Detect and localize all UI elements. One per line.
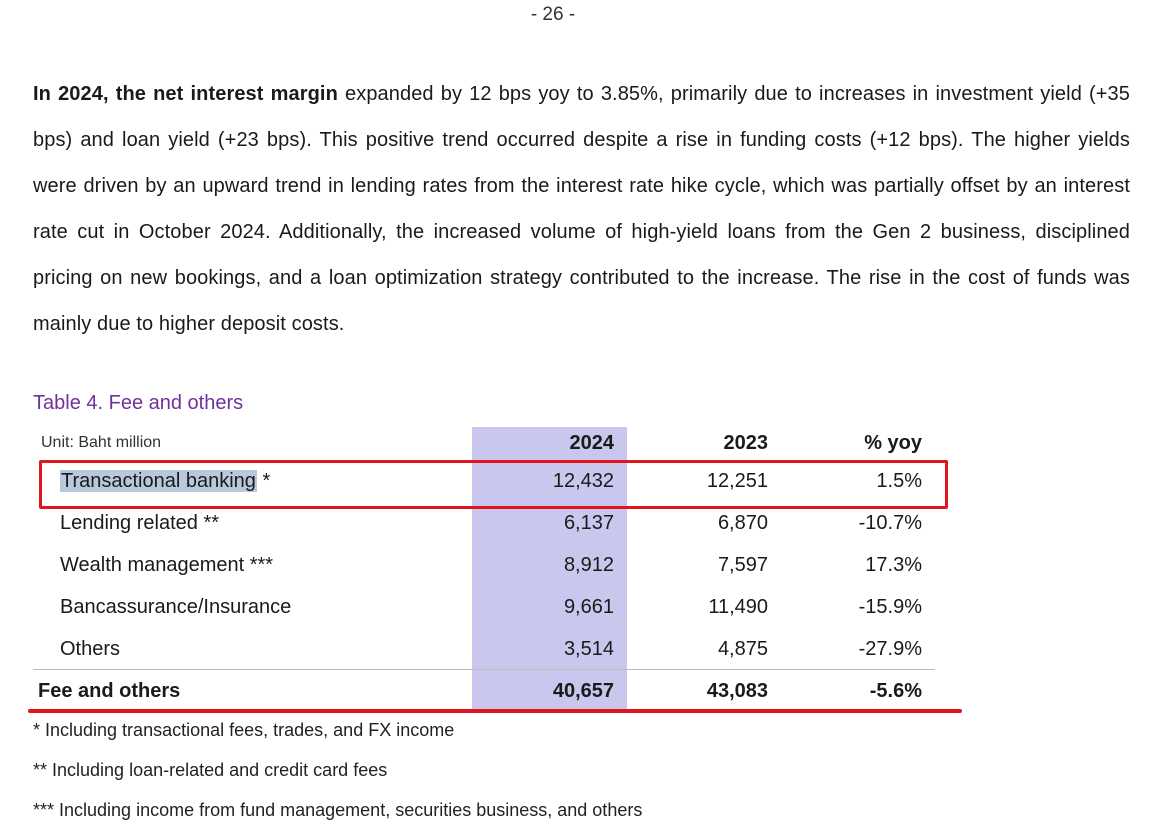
- row-value-2024: 9,661: [563, 596, 614, 618]
- row-value-yoy: 17.3%: [865, 554, 922, 576]
- row-label-suffix: *: [256, 470, 271, 492]
- row-label: Lending related **: [60, 512, 220, 534]
- table-row-bancassurance: Bancassurance/Insurance 9,661 11,490 -15…: [33, 586, 935, 628]
- red-annotation-underline: [28, 709, 962, 713]
- row-value-2023: 6,870: [717, 512, 768, 534]
- row-label: Others: [60, 638, 121, 660]
- row-value-2024: 8,912: [563, 554, 614, 576]
- table-row-lending-related: Lending related ** 6,137 6,870 -10.7%: [33, 502, 935, 544]
- unit-label: Unit: Baht million: [41, 434, 162, 451]
- row-value-2023: 7,597: [717, 554, 768, 576]
- row-value-2023: 11,490: [708, 596, 768, 618]
- total-label: Fee and others: [38, 680, 181, 702]
- red-annotation-box: [39, 460, 948, 509]
- footnote-1: * Including transactional fees, trades, …: [33, 720, 455, 740]
- selected-text-highlight: Transactional banking: [60, 470, 257, 492]
- header-2024: 2024: [569, 432, 615, 454]
- row-value-2023: 12,251: [706, 470, 768, 492]
- row-value-2024: 3,514: [563, 638, 614, 660]
- row-label: Wealth management ***: [60, 554, 274, 576]
- total-divider: [33, 669, 935, 670]
- row-label: Transactional banking *: [60, 460, 270, 502]
- row-value-2024: 12,432: [552, 470, 614, 492]
- row-value-yoy: -10.7%: [858, 512, 922, 534]
- row-value-2023: 4,875: [717, 638, 768, 660]
- table-header-row: Unit: Baht million 2024 2023 % yoy: [33, 427, 935, 459]
- body-paragraph: In 2024, the net interest margin expande…: [33, 71, 1130, 347]
- footnote-2: ** Including loan-related and credit car…: [33, 760, 388, 780]
- row-label: Bancassurance/Insurance: [60, 596, 292, 618]
- table-row-wealth-management: Wealth management *** 8,912 7,597 17.3%: [33, 544, 935, 586]
- total-value-2023: 43,083: [706, 680, 768, 702]
- row-value-yoy: 1.5%: [876, 470, 922, 492]
- row-value-yoy: -27.9%: [858, 638, 922, 660]
- row-value-yoy: -15.9%: [858, 596, 922, 618]
- row-value-2024: 6,137: [563, 512, 614, 534]
- total-value-yoy: -5.6%: [869, 680, 922, 702]
- table-caption: Table 4. Fee and others: [33, 392, 244, 414]
- header-2023: 2023: [723, 432, 769, 454]
- page-number: - 26 -: [530, 4, 576, 25]
- paragraph-text: expanded by 12 bps yoy to 3.85%, primari…: [33, 83, 1130, 335]
- total-value-2024: 40,657: [552, 680, 614, 702]
- footnote-3: *** Including income from fund managemen…: [33, 800, 643, 820]
- table-row-others: Others 3,514 4,875 -27.9%: [33, 628, 935, 670]
- table-row-transactional-banking: Transactional banking * 12,432 12,251 1.…: [33, 460, 935, 502]
- header-yoy: % yoy: [864, 432, 922, 454]
- column-2024-highlight: [472, 427, 627, 709]
- paragraph-bold-lead: In 2024, the net interest margin: [33, 83, 338, 105]
- table-total-row: Fee and others 40,657 43,083 -5.6%: [33, 670, 935, 712]
